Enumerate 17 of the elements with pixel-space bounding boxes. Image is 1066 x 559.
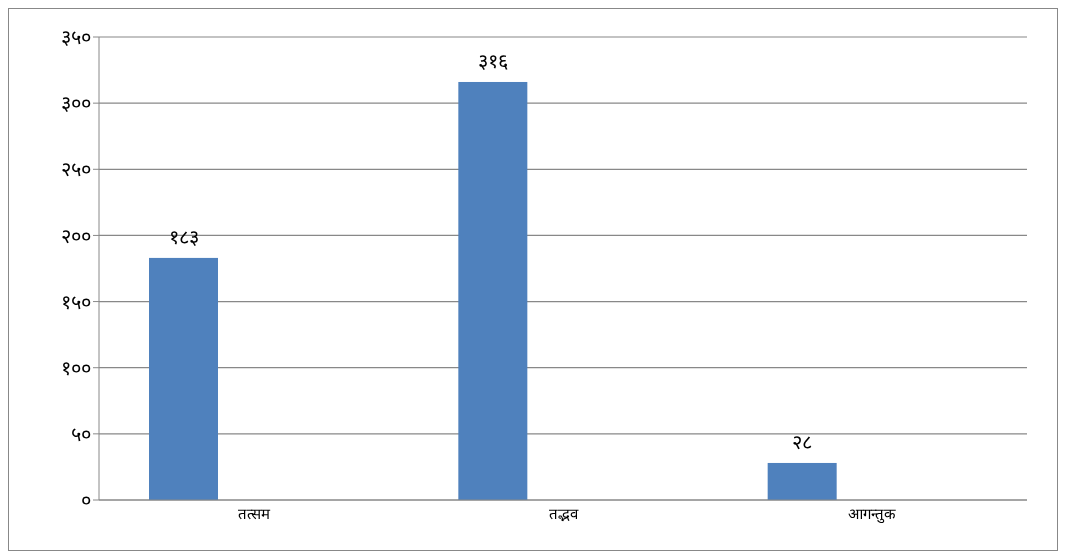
data-label: १८३ xyxy=(168,224,199,249)
data-label: २८ xyxy=(792,429,813,454)
x-tick-label: तद्भव xyxy=(548,504,579,523)
y-tick-label: ३०० xyxy=(61,91,91,116)
bar xyxy=(149,257,218,500)
data-label: ३१६ xyxy=(477,48,508,73)
bar xyxy=(767,462,837,500)
y-tick-label: १५० xyxy=(61,289,91,314)
x-tick-label: आगन्तुक xyxy=(848,504,897,524)
x-tick-label: तत्सम xyxy=(237,504,271,523)
y-tick-label: ० xyxy=(81,488,91,513)
y-tick-label: ३५० xyxy=(61,25,91,50)
y-tick-label: २५० xyxy=(61,157,91,182)
y-tick-label: १०० xyxy=(61,355,91,380)
y-tick-label: ५० xyxy=(71,421,91,446)
bar xyxy=(458,81,528,500)
y-tick-label: २०० xyxy=(61,223,91,248)
